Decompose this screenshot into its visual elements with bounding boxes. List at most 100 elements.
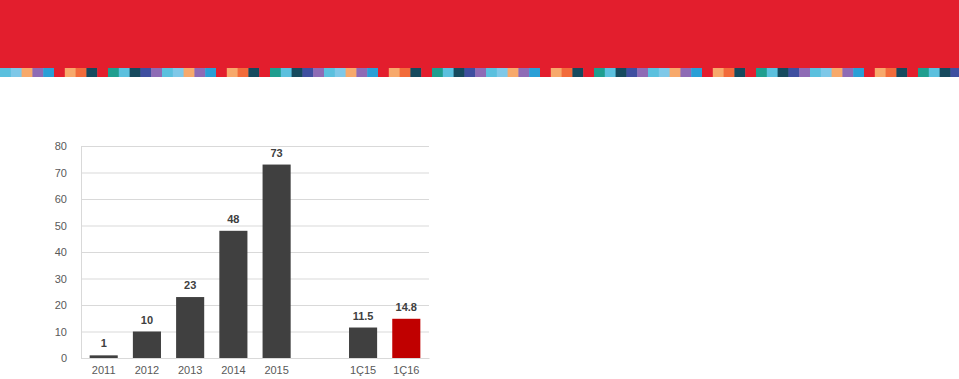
stripe-cell (454, 68, 465, 77)
stripe-cell (691, 68, 702, 77)
stripe-cell (421, 68, 432, 77)
x-tick: 2012 (135, 358, 159, 376)
bar (90, 355, 118, 358)
plot: 01020304050607080201120122013201420151Ç1… (55, 140, 430, 376)
x-tick-label: 2011 (92, 364, 116, 376)
stripe-cell (875, 68, 886, 77)
stripe-cell (540, 68, 551, 77)
stripe-cell (799, 68, 810, 77)
bar (349, 328, 377, 358)
stripe-cell (842, 68, 853, 77)
stripe-cell (281, 68, 292, 77)
x-tick: 1Ç15 (350, 358, 376, 376)
stripe-cell (227, 68, 238, 77)
x-tick-label: 2013 (178, 364, 202, 376)
stripe-cell (637, 68, 648, 77)
stripe-cell (76, 68, 87, 77)
grid-line (81, 146, 429, 147)
stripe-cell (702, 68, 713, 77)
stripe-cell (810, 68, 821, 77)
stripe-cell (238, 68, 249, 77)
stripe-cell (216, 68, 227, 77)
stripe-cell (32, 68, 43, 77)
stripe-cell (367, 68, 378, 77)
stripe-cell (43, 68, 54, 77)
data-labels: 11023487311.514.8 (101, 147, 417, 350)
y-tick-label: 70 (55, 167, 67, 179)
stripe-cell (940, 68, 951, 77)
grid-line (81, 173, 429, 174)
stripe-cell (54, 68, 65, 77)
stripe-cell (648, 68, 659, 77)
header-band (0, 0, 959, 68)
grid-line (81, 305, 429, 306)
stripe-cell (475, 68, 486, 77)
stripe-cell (918, 68, 929, 77)
stripe-cell (65, 68, 76, 77)
stripe-cell (464, 68, 475, 77)
stripe-cell (670, 68, 681, 77)
stripe-cell (950, 68, 959, 77)
bar (176, 297, 204, 358)
grid-line (81, 199, 429, 200)
stripe-cell (778, 68, 789, 77)
y-axis: 01020304050607080 (55, 140, 429, 364)
stripe-cell (562, 68, 573, 77)
stripe-cell (259, 68, 270, 77)
chart-canvas: 01020304050607080201120122013201420151Ç1… (0, 0, 959, 379)
stripe-cell (162, 68, 173, 77)
data-label: 1 (101, 337, 107, 349)
data-label: 14.8 (396, 301, 417, 313)
stripe-cell (292, 68, 303, 77)
stripe-cell (853, 68, 864, 77)
stripe-cell (605, 68, 616, 77)
stripe-cell (324, 68, 335, 77)
stripe-cell (173, 68, 184, 77)
bar (263, 165, 291, 358)
stripe-cell (346, 68, 357, 77)
y-tick: 70 (55, 167, 429, 179)
stripe-cell (572, 68, 583, 77)
x-tick: 2015 (264, 358, 288, 376)
stripe-cell (788, 68, 799, 77)
bars (90, 165, 421, 358)
y-tick-label: 40 (55, 246, 67, 258)
y-axis-line (82, 147, 430, 359)
stripe-cell (400, 68, 411, 77)
y-tick: 50 (55, 220, 429, 232)
x-tick-label: 1Ç15 (350, 364, 376, 376)
y-tick-label: 60 (55, 193, 67, 205)
data-label: 73 (270, 147, 282, 159)
x-tick: 2014 (221, 358, 245, 376)
stripe-cell (108, 68, 119, 77)
stripe-cell (335, 68, 346, 77)
y-tick-label: 20 (55, 299, 67, 311)
x-axis: 201120122013201420151Ç151Ç16 (82, 358, 430, 376)
stripe-cell (378, 68, 389, 77)
data-label: 11.5 (353, 310, 374, 322)
bar (133, 332, 161, 359)
stripe-cell (724, 68, 735, 77)
data-label: 48 (227, 213, 239, 225)
grid-line (81, 358, 429, 359)
y-tick-label: 30 (55, 273, 67, 285)
grid-line (81, 279, 429, 280)
grid-line (81, 226, 429, 227)
x-axis-line (82, 358, 430, 359)
stripe-cell (583, 68, 594, 77)
y-tick: 60 (55, 193, 429, 205)
x-tick-label: 2015 (264, 364, 288, 376)
stripe-cell (929, 68, 940, 77)
data-label: 23 (184, 279, 196, 291)
stripe-cell (756, 68, 767, 77)
stripe-cell (410, 68, 421, 77)
stripe-cell (832, 68, 843, 77)
header-stripe (0, 68, 959, 77)
stripe-cell (551, 68, 562, 77)
stripe-cell (486, 68, 497, 77)
stripe-cell (821, 68, 832, 77)
stripe-cell (97, 68, 108, 77)
y-tick-label: 80 (55, 140, 67, 152)
x-tick-label: 2012 (135, 364, 159, 376)
stripe-cell (713, 68, 724, 77)
